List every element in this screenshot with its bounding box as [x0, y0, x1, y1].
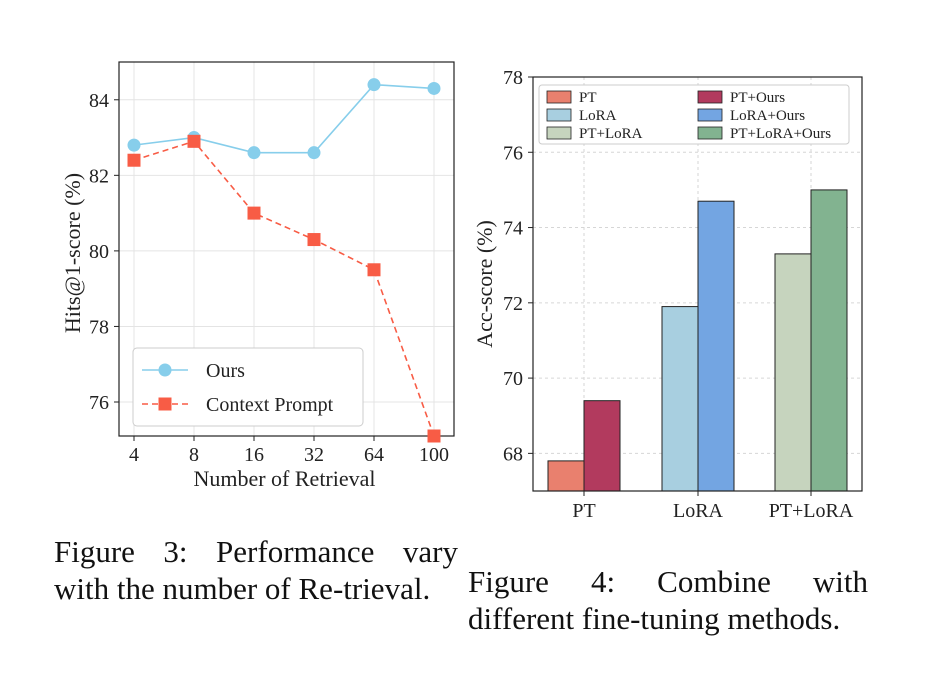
data-point-circle	[127, 138, 141, 152]
data-point-circle	[427, 81, 441, 95]
y-tick-label: 80	[89, 241, 109, 263]
x-tick-label: 8	[189, 444, 199, 466]
series-line-context-prompt	[133, 140, 435, 437]
y-tick-label: 82	[89, 165, 109, 187]
x-axis-label: Number of Retrieval	[193, 466, 375, 491]
data-point-square	[247, 206, 261, 220]
figure3-caption: Figure 3: Performance vary with the numb…	[54, 534, 458, 606]
y-axis-label: Hits@1-score (%)	[60, 173, 85, 333]
data-point-circle	[307, 146, 321, 160]
legend-marker-circle	[158, 363, 172, 377]
data-point-square	[367, 263, 381, 277]
legend-label: Context Prompt	[206, 394, 334, 416]
x-tick-label: 100	[419, 444, 449, 466]
data-point-circle	[247, 146, 261, 160]
x-tick-label: 16	[244, 444, 264, 466]
x-tick-label: 4	[129, 444, 139, 466]
y-tick-label: 78	[89, 316, 109, 338]
y-tick-label: 84	[89, 90, 109, 112]
data-point-square	[427, 429, 441, 443]
data-point-square	[307, 233, 321, 247]
data-point-square	[127, 153, 141, 167]
figure4-caption: Figure 4: Combine with different fine-tu…	[468, 564, 868, 636]
plot-frame	[118, 61, 455, 437]
legend-marker-square	[158, 397, 172, 411]
data-point-square	[187, 134, 201, 148]
legend-box	[132, 347, 364, 427]
data-point-circle	[367, 78, 381, 92]
y-tick-label: 76	[89, 392, 109, 414]
x-tick-label: 64	[364, 444, 384, 466]
x-tick-label: 32	[304, 444, 324, 466]
legend-label: Ours	[206, 360, 245, 382]
series-line-ours	[133, 83, 435, 154]
